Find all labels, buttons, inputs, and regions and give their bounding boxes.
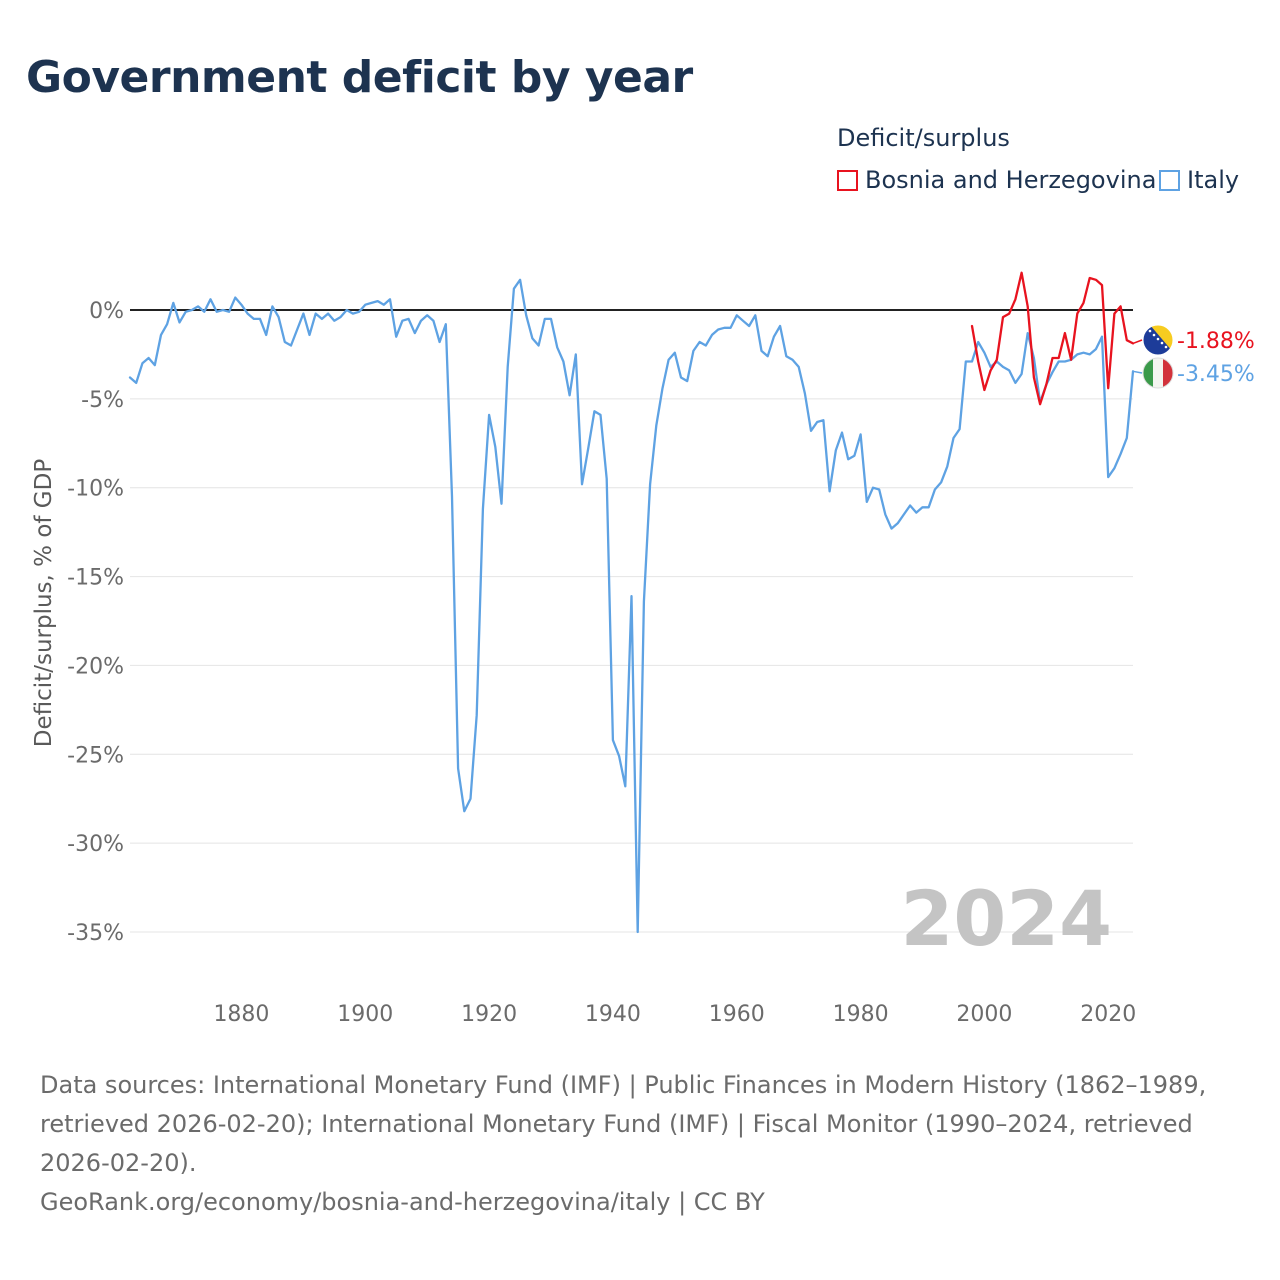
- data-sources-note: Data sources: International Monetary Fun…: [40, 1071, 1207, 1177]
- flag-bosnia-icon: [1142, 324, 1174, 356]
- end-value-label-italy: -3.45%: [1177, 362, 1255, 387]
- y-tick-label: -20%: [67, 654, 124, 679]
- x-tick-label: 1920: [461, 1002, 517, 1027]
- x-tick-label: 1880: [213, 1002, 269, 1027]
- y-tick-label: -25%: [67, 743, 124, 768]
- end-connector-bosnia: [1132, 339, 1143, 345]
- attribution-link[interactable]: GeoRank.org/economy/bosnia-and-herzegovi…: [40, 1188, 765, 1216]
- y-tick-label: -10%: [67, 477, 124, 502]
- y-tick-label: -30%: [67, 832, 124, 857]
- series-line-italy[interactable]: [128, 278, 1135, 934]
- legend-item-italy[interactable]: Italy: [1159, 166, 1239, 194]
- y-tick-label: -15%: [67, 566, 124, 591]
- legend-title: Deficit/surplus: [837, 124, 1010, 152]
- legend-label-bosnia: Bosnia and Herzegovina: [865, 166, 1157, 194]
- x-tick-label: 1960: [709, 1002, 765, 1027]
- legend-swatch-bosnia: [837, 169, 858, 191]
- end-value-label-bosnia: -1.88%: [1177, 329, 1255, 354]
- deficit-line-chart: 0% -5% -10% -15% -20% -25% -30% -35% 1880 1900 192…: [31, 271, 1255, 1027]
- year-watermark: 2024: [900, 874, 1112, 963]
- x-tick-label: 2000: [956, 1002, 1012, 1027]
- footer: Data sources: International Monetary Fun…: [40, 1066, 1240, 1222]
- y-tick-label: -5%: [81, 388, 124, 413]
- y-axis-title: Deficit/surplus, % of GDP: [31, 459, 57, 748]
- flag-italy-icon: [1142, 357, 1174, 389]
- series-line-bosnia[interactable]: [970, 271, 1135, 406]
- x-tick-label: 1980: [833, 1002, 889, 1027]
- legend-item-bosnia[interactable]: Bosnia and Herzegovina: [837, 166, 1156, 194]
- legend-swatch-italy: [1159, 169, 1180, 191]
- end-connector-italy: [1132, 370, 1143, 374]
- x-tick-label: 1940: [585, 1002, 641, 1027]
- x-tick-label: 2020: [1080, 1002, 1136, 1027]
- x-tick-label: 1900: [337, 1002, 393, 1027]
- chart-title: Government deficit by year: [26, 52, 693, 103]
- y-tick-label: 0%: [89, 299, 124, 324]
- y-tick-label: -35%: [67, 921, 124, 946]
- legend-label-italy: Italy: [1187, 166, 1240, 194]
